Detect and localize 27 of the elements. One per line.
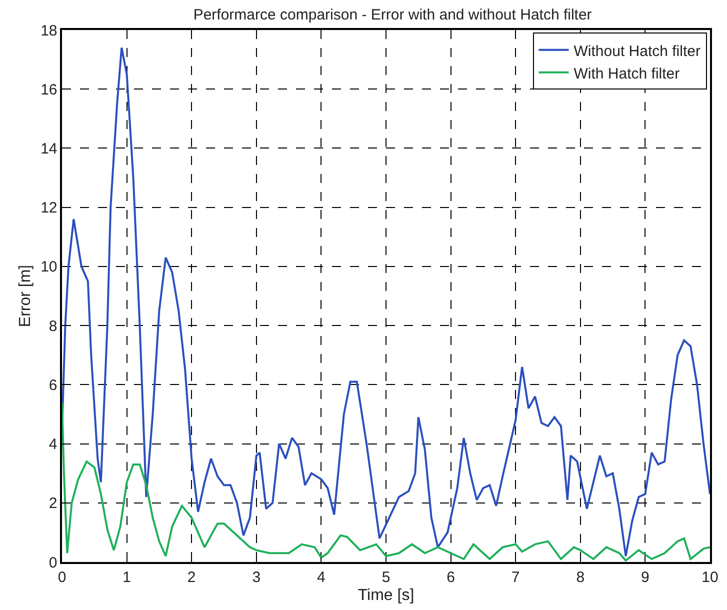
x-tick-label: 2: [187, 568, 196, 586]
x-tick-label: 10: [702, 568, 718, 586]
y-tick-label: 4: [48, 436, 58, 454]
x-tick-label: 5: [382, 568, 390, 586]
x-tick-label: 4: [317, 568, 326, 586]
chart-title: Performarce comparison - Error with and without Hatch filter: [193, 6, 592, 24]
x-tick-label: 1: [122, 568, 131, 586]
x-axis-title: Time [s]: [358, 586, 414, 604]
y-tick-label: 2: [48, 495, 58, 512]
x-tick-label: 6: [446, 568, 455, 586]
y-tick-label: 12: [40, 200, 58, 217]
y-tick-label: 8: [48, 318, 58, 335]
y-axis-title: Error [m]: [16, 264, 34, 328]
line-series: [62, 46, 710, 558]
y-tick-label: 18: [40, 22, 58, 40]
x-tick-label: 3: [252, 568, 261, 586]
y-tick-label: 14: [40, 140, 58, 158]
y-tick-label: 10: [40, 258, 58, 276]
x-tick-label: 7: [511, 568, 520, 586]
x-tick-label: 9: [641, 568, 650, 586]
y-tick-label: 16: [40, 81, 58, 98]
legend-label: Without Hatch filter: [574, 42, 700, 60]
y-tick-label: 0: [48, 554, 58, 572]
line-series: [62, 401, 710, 562]
legend-label: With Hatch filter: [574, 65, 680, 82]
x-tick-label: 8: [576, 568, 585, 586]
y-tick-label: 6: [48, 376, 58, 394]
